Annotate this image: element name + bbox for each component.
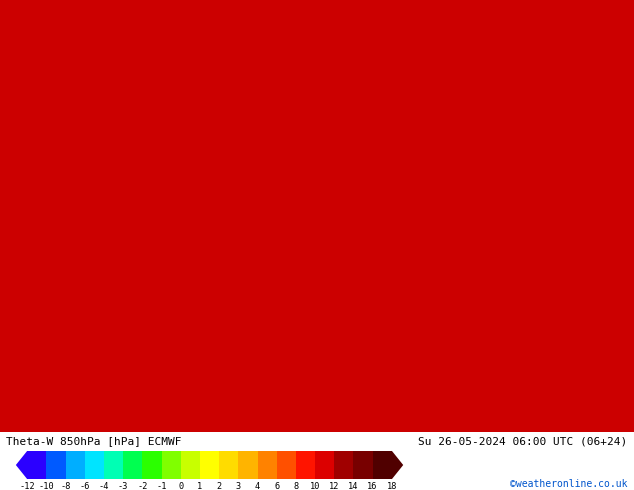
Text: -12: -12 [20,482,35,490]
Text: -6: -6 [80,482,90,490]
Text: 2: 2 [216,482,222,490]
Text: Su 26-05-2024 06:00 UTC (06+24): Su 26-05-2024 06:00 UTC (06+24) [418,436,628,446]
Text: 16: 16 [367,482,378,490]
Text: -10: -10 [39,482,55,490]
Text: 3: 3 [236,482,241,490]
Text: -2: -2 [137,482,148,490]
Text: -4: -4 [99,482,109,490]
Text: 4: 4 [255,482,260,490]
Text: 6: 6 [274,482,280,490]
Text: -1: -1 [157,482,167,490]
Text: 18: 18 [387,482,397,490]
Text: 10: 10 [310,482,320,490]
Text: 8: 8 [294,482,299,490]
Text: 12: 12 [329,482,339,490]
Text: 1: 1 [197,482,203,490]
Text: -8: -8 [60,482,71,490]
Text: 0: 0 [178,482,183,490]
Text: ©weatheronline.co.uk: ©weatheronline.co.uk [510,479,628,489]
Text: Theta-W 850hPa [hPa] ECMWF: Theta-W 850hPa [hPa] ECMWF [6,436,182,446]
Text: 14: 14 [348,482,359,490]
Text: -3: -3 [118,482,129,490]
